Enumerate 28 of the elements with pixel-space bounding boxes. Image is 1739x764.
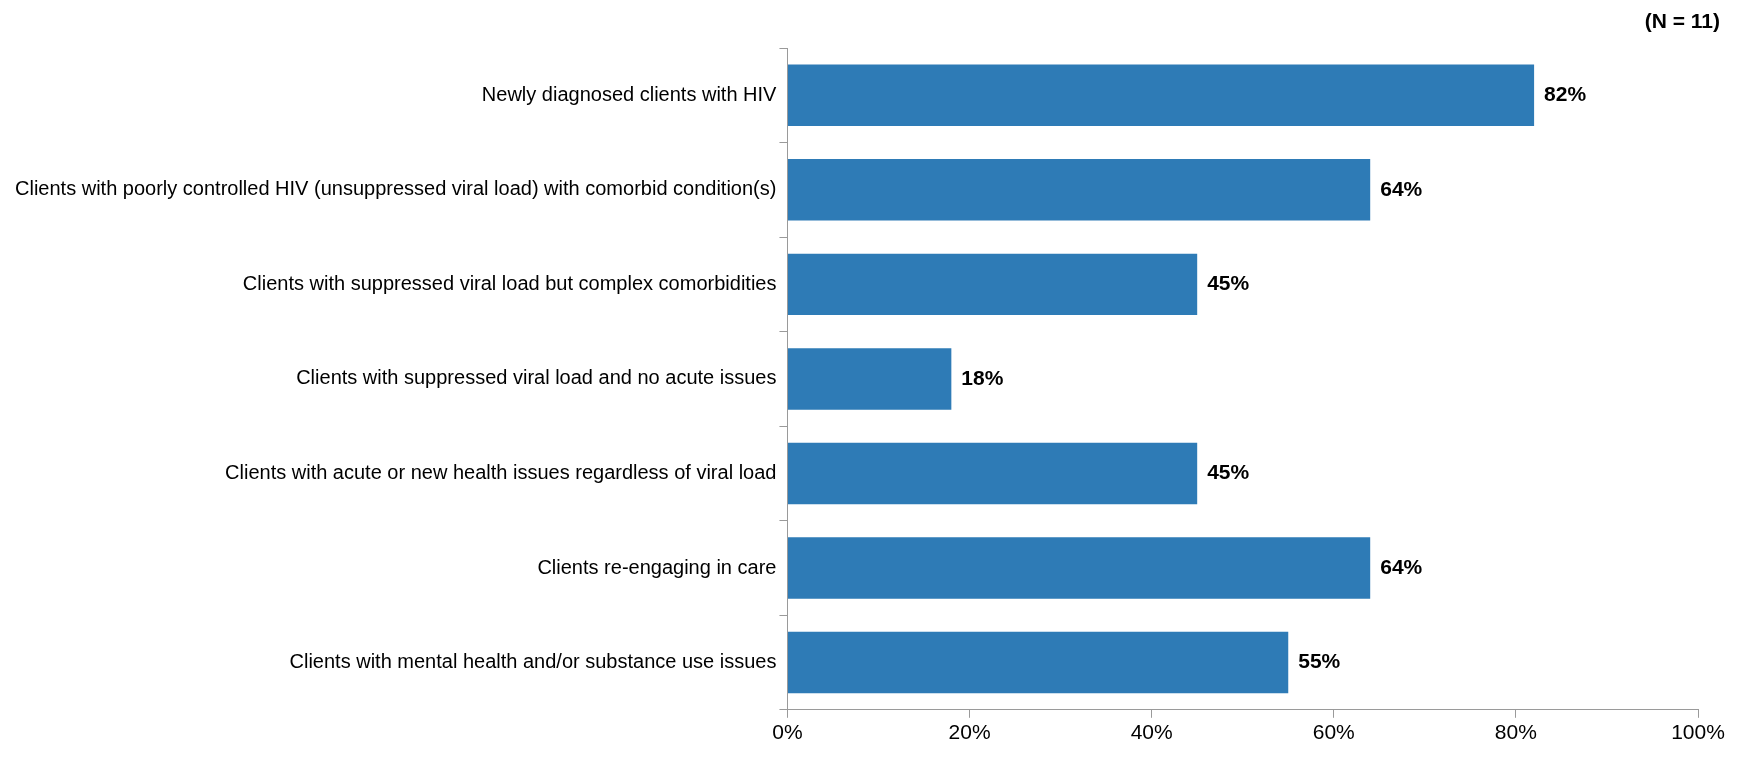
data-label: 55% <box>1298 649 1341 673</box>
bar <box>787 348 952 410</box>
bar <box>787 64 1535 126</box>
x-tick-label: 0% <box>772 720 803 744</box>
x-tick-label: 60% <box>1312 720 1355 744</box>
data-label: 45% <box>1207 271 1250 295</box>
y-tick-label: Clients with suppressed viral load and no acute issues <box>296 366 777 389</box>
data-label: 64% <box>1380 176 1423 200</box>
x-tick-label: 80% <box>1494 720 1537 744</box>
bar <box>787 537 1371 599</box>
x-tick-label: 100% <box>1671 720 1725 744</box>
y-tick-label: Clients with suppressed viral load but complex comorbidities <box>242 271 777 294</box>
bar <box>787 159 1371 221</box>
bar <box>787 631 1289 694</box>
y-tick-label: Newly diagnosed clients with HIV <box>481 82 778 105</box>
text: (N = 11) <box>1644 9 1720 33</box>
x-tick-label: 20% <box>948 720 991 744</box>
x-tick-label: 40% <box>1130 720 1173 744</box>
y-tick-label: Clients re-engaging in care <box>537 555 777 578</box>
y-tick-label: Clients with mental health and/or substance use issues <box>289 650 777 673</box>
y-tick-label: Clients with acute or new health issues regardless of viral load <box>225 460 777 483</box>
bar <box>787 253 1198 316</box>
data-label: 18% <box>961 365 1004 389</box>
data-label: 82% <box>1544 82 1587 106</box>
data-label: 64% <box>1380 554 1423 578</box>
data-label: 45% <box>1207 460 1250 484</box>
y-tick-label: Clients with poorly controlled HIV (unsuppressed viral load) with comorbid condition(s) <box>14 177 777 200</box>
bar <box>787 442 1198 505</box>
